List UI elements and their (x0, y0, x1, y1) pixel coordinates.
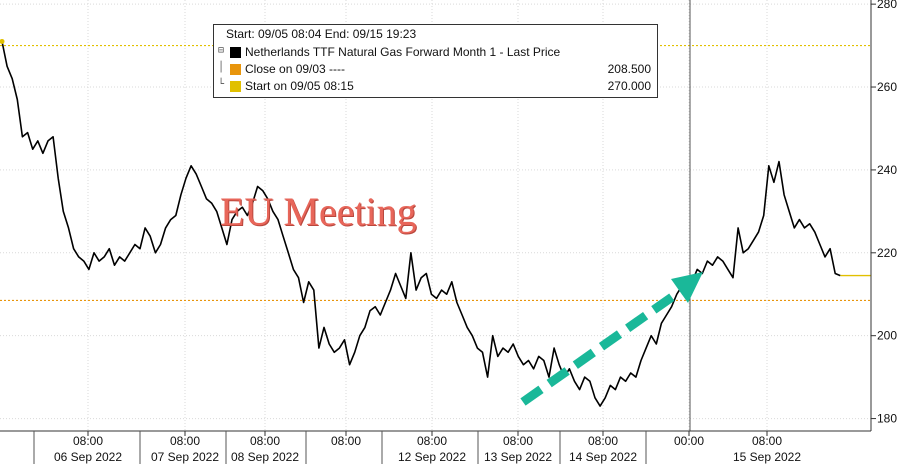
start-point-marker (0, 38, 5, 44)
y-tick-label: 180 (877, 412, 897, 426)
legend-swatch-start (230, 81, 241, 92)
x-tick-time-label: 08:00 (503, 434, 533, 448)
x-tick-time-label: 08:00 (588, 434, 618, 448)
y-tick-label: 220 (877, 246, 897, 260)
x-tick-date-label: 08 Sep 2022 (231, 450, 299, 464)
x-tick-date-label: 07 Sep 2022 (151, 450, 219, 464)
eu-meeting-annotation: EU Meeting (220, 189, 417, 234)
legend-label: Netherlands TTF Natural Gas Forward Mont… (245, 45, 561, 59)
legend-swatch-close (230, 64, 241, 75)
x-axis: 08:00 06 Sep 2022 08:00 07 Sep 2022 08:00 08 … (33, 431, 801, 464)
legend-header: Start: 09/05 08:04 End: 09/15 19:23 (226, 27, 417, 41)
legend-value: 208.500 (607, 62, 651, 76)
series-group (0, 38, 871, 407)
x-tick-date-label: 13 Sep 2022 (484, 450, 552, 464)
x-tick-time-label: 08:00 (752, 434, 782, 448)
y-tick-label: 240 (877, 163, 897, 177)
trend-arrow-head (671, 272, 703, 303)
legend-label: Start on 09/05 08:15 (245, 79, 354, 93)
x-tick-time-label: 08:00 (417, 434, 447, 448)
legend: Start: 09/05 08:04 End: 09/15 19:23 ⊟ Ne… (213, 24, 658, 98)
x-tick-time-label: 00:00 (674, 434, 704, 448)
y-tick-label: 280 (877, 0, 897, 11)
x-tick-time-label: 08:00 (250, 434, 280, 448)
x-tick-date-label: 06 Sep 2022 (54, 450, 122, 464)
x-tick-time-label: 08:00 (170, 434, 200, 448)
legend-value: 270.000 (607, 79, 651, 93)
y-tick-label: 200 (877, 329, 897, 343)
x-tick-date-label: 12 Sep 2022 (398, 450, 466, 464)
legend-item-main-series: ⊟ Netherlands TTF Natural Gas Forward Mo… (218, 45, 651, 61)
legend-label: Close on 09/03 ---- (245, 62, 346, 76)
legend-swatch-main (230, 47, 241, 58)
legend-tree-icon: └ (218, 79, 225, 90)
reference-lines (0, 44, 871, 302)
legend-item-start: └ Start on 09/05 08:15 270.000 (218, 79, 651, 95)
x-tick-date-label: 15 Sep 2022 (733, 450, 801, 464)
x-tick-date-label: 14 Sep 2022 (569, 450, 637, 464)
y-tick-label: 260 (877, 80, 897, 94)
trend-arrow-shaft (520, 286, 685, 406)
legend-tree-icon: ⊟ (218, 45, 225, 56)
y-axis: 180 200 220 240 260 280 (871, 0, 897, 426)
x-tick-time-label: 08:00 (331, 434, 361, 448)
x-tick-time-label: 08:00 (73, 434, 103, 448)
legend-item-close: │ Close on 09/03 ---- 208.500 (218, 62, 651, 78)
legend-tree-icon: │ (218, 62, 225, 73)
trend-arrow (520, 272, 703, 406)
price-series-line (1, 41, 841, 407)
